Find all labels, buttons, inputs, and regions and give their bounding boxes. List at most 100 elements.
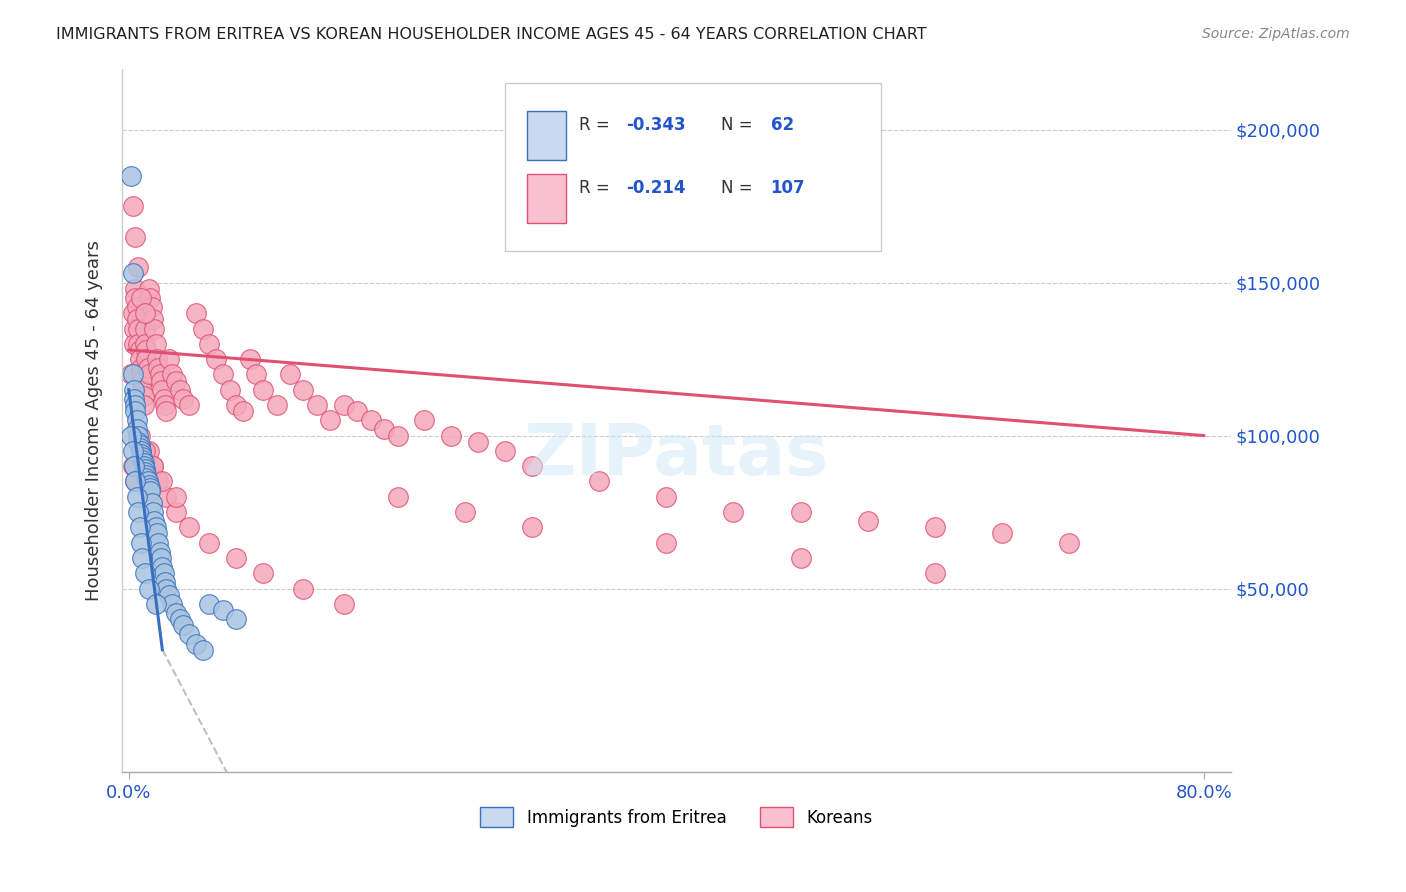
- Point: [134, 321, 156, 335]
- Point: [121, 368, 143, 382]
- Point: [305, 398, 328, 412]
- Point: [124, 291, 146, 305]
- Point: [153, 398, 176, 412]
- Point: [333, 398, 356, 412]
- Point: [184, 637, 207, 651]
- Point: [136, 361, 159, 376]
- Point: [387, 490, 409, 504]
- Point: [127, 260, 149, 275]
- Point: [179, 520, 201, 534]
- Point: [225, 550, 247, 565]
- Point: [218, 383, 240, 397]
- Point: [139, 483, 162, 498]
- Point: [184, 306, 207, 320]
- Point: [191, 321, 214, 335]
- Point: [135, 468, 157, 483]
- Point: [143, 514, 166, 528]
- Point: [655, 535, 678, 549]
- Point: [198, 336, 221, 351]
- Point: [155, 404, 177, 418]
- Text: -0.343: -0.343: [627, 116, 686, 134]
- Point: [128, 438, 150, 452]
- Point: [150, 560, 173, 574]
- Point: [152, 566, 174, 581]
- Point: [191, 642, 214, 657]
- Point: [135, 343, 157, 357]
- Point: [165, 606, 187, 620]
- Point: [333, 597, 356, 611]
- Point: [122, 321, 145, 335]
- Point: [373, 422, 395, 436]
- Point: [172, 618, 194, 632]
- FancyBboxPatch shape: [505, 83, 882, 252]
- Point: [128, 352, 150, 367]
- Point: [127, 505, 149, 519]
- Point: [165, 374, 187, 388]
- Point: [856, 514, 879, 528]
- Point: [138, 443, 160, 458]
- Legend: Immigrants from Eritrea, Koreans: Immigrants from Eritrea, Koreans: [474, 800, 879, 834]
- Text: R =: R =: [579, 116, 614, 134]
- Point: [319, 413, 342, 427]
- Point: [139, 481, 162, 495]
- Text: N =: N =: [721, 179, 758, 197]
- Point: [142, 312, 165, 326]
- Point: [149, 545, 172, 559]
- Point: [121, 306, 143, 320]
- Point: [198, 535, 221, 549]
- Point: [128, 428, 150, 442]
- Point: [148, 361, 170, 376]
- Point: [346, 404, 368, 418]
- Point: [132, 456, 155, 470]
- Point: [148, 475, 170, 489]
- Point: [1059, 535, 1081, 549]
- Point: [127, 428, 149, 442]
- Point: [165, 505, 187, 519]
- Point: [172, 392, 194, 406]
- Point: [120, 368, 142, 382]
- Point: [252, 566, 274, 581]
- Point: [120, 428, 142, 442]
- Point: [789, 505, 811, 519]
- Point: [155, 582, 177, 596]
- Point: [128, 520, 150, 534]
- Point: [179, 627, 201, 641]
- Point: [124, 475, 146, 489]
- Point: [413, 413, 436, 427]
- Bar: [527, 111, 565, 160]
- Point: [125, 300, 148, 314]
- Point: [131, 550, 153, 565]
- Point: [125, 312, 148, 326]
- Point: [148, 535, 170, 549]
- Point: [454, 505, 477, 519]
- Point: [121, 267, 143, 281]
- Text: ZIPatas: ZIPatas: [524, 421, 830, 490]
- Point: [129, 447, 152, 461]
- Point: [124, 475, 146, 489]
- Point: [467, 434, 489, 449]
- Point: [127, 336, 149, 351]
- Point: [121, 459, 143, 474]
- Point: [134, 336, 156, 351]
- Point: [132, 398, 155, 412]
- Point: [127, 321, 149, 335]
- Point: [520, 459, 543, 474]
- Text: 107: 107: [770, 179, 806, 197]
- Point: [124, 282, 146, 296]
- Point: [924, 566, 946, 581]
- Point: [142, 459, 165, 474]
- Point: [125, 422, 148, 436]
- Point: [387, 428, 409, 442]
- Point: [138, 477, 160, 491]
- Text: 62: 62: [770, 116, 794, 134]
- Text: -0.214: -0.214: [627, 179, 686, 197]
- Point: [211, 368, 233, 382]
- Point: [142, 505, 165, 519]
- Point: [125, 490, 148, 504]
- Point: [292, 383, 315, 397]
- Point: [135, 352, 157, 367]
- Point: [146, 352, 169, 367]
- Y-axis label: Householder Income Ages 45 - 64 years: Householder Income Ages 45 - 64 years: [86, 240, 103, 600]
- Point: [138, 282, 160, 296]
- Point: [723, 505, 745, 519]
